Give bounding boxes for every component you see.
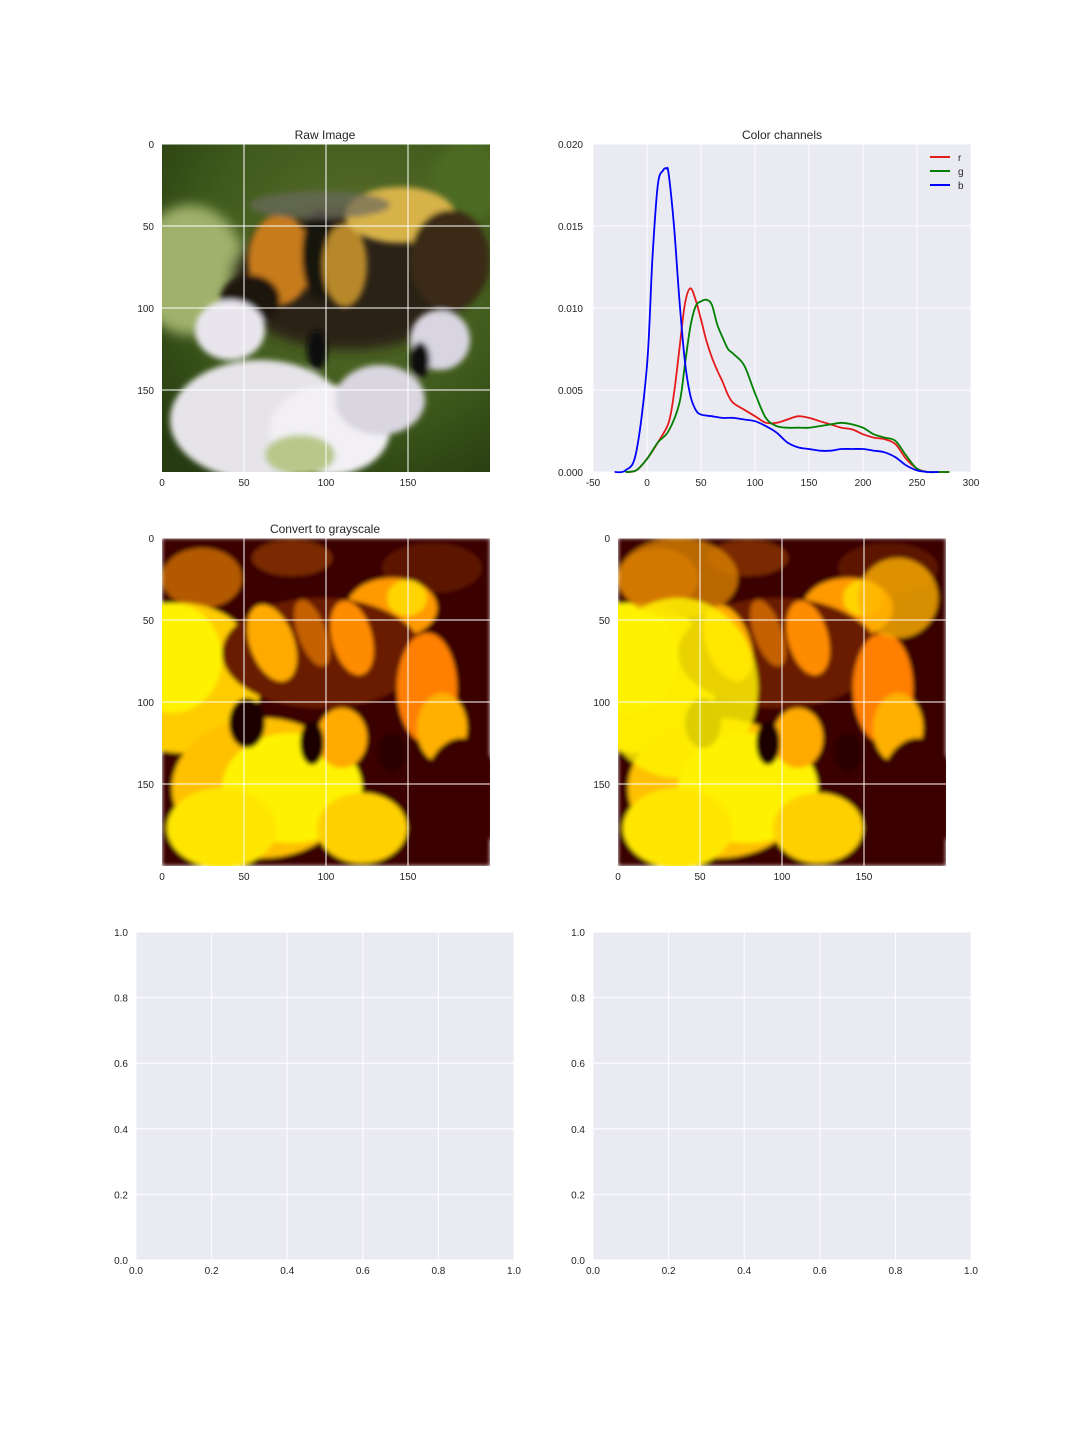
- raw-xtick-2: 100: [318, 478, 335, 489]
- ytick-label: 0.020: [558, 140, 583, 151]
- panel-grayscale: Convert to grayscale 0 50 100 150 0 50 1…: [137, 522, 490, 883]
- xtick-label: 200: [855, 478, 872, 489]
- ytick-label: 0.8: [114, 994, 128, 1005]
- heat-xtick-3: 150: [856, 872, 873, 883]
- gray-ytick-1: 50: [143, 616, 155, 627]
- gray-ytick-3: 150: [137, 780, 154, 791]
- xtick-label: 300: [963, 478, 980, 489]
- color-channels-xticks: -50 0 50 100 150 200 250 300: [586, 478, 980, 489]
- color-channels-title: Color channels: [742, 128, 822, 142]
- xtick-label: 0.6: [813, 1266, 827, 1277]
- ytick-label: 1.0: [114, 928, 128, 939]
- ytick-label: 0.000: [558, 468, 583, 479]
- raw-image-picture: [162, 144, 490, 472]
- series-line-g: [625, 298, 950, 474]
- xtick-label: 50: [695, 478, 707, 489]
- ytick-label: 0.4: [114, 1125, 128, 1136]
- legend-label-b: b: [958, 181, 964, 192]
- heat-xtick-0: 0: [615, 872, 621, 883]
- ytick-label: 0.2: [114, 1190, 128, 1201]
- empty-right-gridlines: [592, 931, 972, 1261]
- gray-xtick-2: 100: [318, 872, 335, 883]
- ytick-label: 1.0: [571, 928, 585, 939]
- gray-ytick-0: 0: [148, 534, 154, 545]
- xtick-label: 0.4: [280, 1266, 294, 1277]
- panel-empty-right: 0.0 0.2 0.4 0.6 0.8 1.0 0.0 0.2 0.4 0.6 0.8 1.0: [571, 928, 978, 1277]
- heat-ytick-0: 0: [604, 534, 610, 545]
- heat-xtick-1: 50: [694, 872, 706, 883]
- empty-left-axes: [136, 932, 514, 1260]
- xtick-label: 250: [909, 478, 926, 489]
- panel-color-channels: Color channels -50 0 50 100 150 200 250 300 0.0…: [558, 128, 980, 489]
- ytick-label: 0.005: [558, 386, 583, 397]
- ytick-label: 0.4: [571, 1125, 585, 1136]
- ytick-label: 0.0: [114, 1256, 128, 1267]
- color-channels-lines: [614, 166, 950, 474]
- ytick-label: 0.2: [571, 1190, 585, 1201]
- xtick-label: 0.4: [737, 1266, 751, 1277]
- xtick-label: 1.0: [964, 1266, 978, 1277]
- ytick-label: 0.0: [571, 1256, 585, 1267]
- heat-ytick-1: 50: [599, 616, 611, 627]
- xtick-label: 100: [747, 478, 764, 489]
- raw-image-title: Raw Image: [295, 128, 356, 142]
- xtick-label: -50: [586, 478, 601, 489]
- panel-heat-image: 0 50 100 150 0 50 100 150: [593, 534, 946, 883]
- heat-ytick-2: 100: [593, 698, 610, 709]
- grayscale-title: Convert to grayscale: [270, 522, 380, 536]
- series-line-b: [614, 166, 939, 474]
- xtick-label: 150: [801, 478, 818, 489]
- heat-image-picture: [618, 538, 946, 866]
- raw-xtick-3: 150: [400, 478, 417, 489]
- raw-ytick-2: 100: [137, 304, 154, 315]
- ytick-label: 0.6: [571, 1059, 585, 1070]
- xtick-label: 0.0: [586, 1266, 600, 1277]
- xtick-label: 0.2: [205, 1266, 219, 1277]
- ytick-label: 0.6: [114, 1059, 128, 1070]
- series-line-r: [625, 287, 950, 474]
- heat-image-gridlines: [618, 537, 946, 866]
- color-channels-gridlines: [592, 143, 972, 473]
- xtick-label: 0: [644, 478, 650, 489]
- raw-ytick-3: 150: [137, 386, 154, 397]
- heat-ytick-3: 150: [593, 780, 610, 791]
- empty-left-ticks: 0.0 0.2 0.4 0.6 0.8 1.0 0.0 0.2 0.4 0.6 0.8 1.0: [114, 928, 521, 1277]
- gray-xtick-3: 150: [400, 872, 417, 883]
- gray-ytick-2: 100: [137, 698, 154, 709]
- ytick-label: 0.8: [571, 994, 585, 1005]
- color-channels-legend: rgb: [930, 153, 964, 192]
- xtick-label: 1.0: [507, 1266, 521, 1277]
- xtick-label: 0.2: [662, 1266, 676, 1277]
- xtick-label: 0.8: [888, 1266, 902, 1277]
- legend-label-g: g: [958, 167, 964, 178]
- panel-raw-image: Raw Image: [137, 128, 490, 489]
- color-channels-yticks: 0.000 0.005 0.010 0.015 0.020: [558, 140, 583, 479]
- grayscale-picture: [162, 538, 490, 866]
- empty-right-axes: [593, 932, 971, 1260]
- raw-ytick-1: 50: [143, 222, 155, 233]
- xtick-label: 0.8: [431, 1266, 445, 1277]
- panel-empty-left: 0.0 0.2 0.4 0.6 0.8 1.0 0.0 0.2 0.4 0.6 0.8 1.0: [114, 928, 521, 1277]
- xtick-label: 0.6: [356, 1266, 370, 1277]
- gray-xtick-0: 0: [159, 872, 165, 883]
- legend-label-r: r: [958, 153, 962, 164]
- ytick-label: 0.015: [558, 222, 583, 233]
- heat-xtick-2: 100: [774, 872, 791, 883]
- raw-image-gridlines: [162, 143, 490, 472]
- empty-right-ticks: 0.0 0.2 0.4 0.6 0.8 1.0 0.0 0.2 0.4 0.6 0.8 1.0: [571, 928, 978, 1277]
- gray-xtick-1: 50: [238, 872, 250, 883]
- raw-ytick-0: 0: [148, 140, 154, 151]
- empty-left-gridlines: [135, 931, 515, 1261]
- raw-xtick-1: 50: [238, 478, 250, 489]
- raw-xtick-0: 0: [159, 478, 165, 489]
- ytick-label: 0.010: [558, 304, 583, 315]
- grayscale-gridlines: [162, 537, 490, 866]
- xtick-label: 0.0: [129, 1266, 143, 1277]
